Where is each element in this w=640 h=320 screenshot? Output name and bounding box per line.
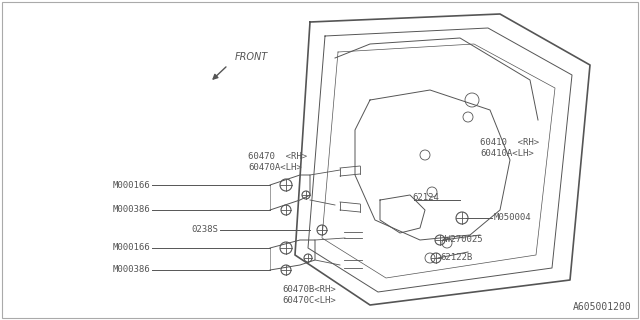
Text: 62124: 62124 <box>412 194 439 203</box>
Text: M000166: M000166 <box>113 244 150 252</box>
Text: M000386: M000386 <box>113 205 150 214</box>
Text: W270025: W270025 <box>445 236 483 244</box>
Text: 60410  <RH>
60410A<LH>: 60410 <RH> 60410A<LH> <box>480 138 539 158</box>
Text: FRONT: FRONT <box>235 52 268 62</box>
Text: M000386: M000386 <box>113 266 150 275</box>
Text: M000166: M000166 <box>113 180 150 189</box>
Text: 0238S: 0238S <box>191 226 218 235</box>
Text: M050004: M050004 <box>494 213 532 222</box>
Text: 62122B: 62122B <box>440 253 472 262</box>
Text: 60470B<RH>
60470C<LH>: 60470B<RH> 60470C<LH> <box>282 285 336 305</box>
Text: 60470  <RH>
60470A<LH>: 60470 <RH> 60470A<LH> <box>248 152 307 172</box>
Text: A605001200: A605001200 <box>573 302 632 312</box>
